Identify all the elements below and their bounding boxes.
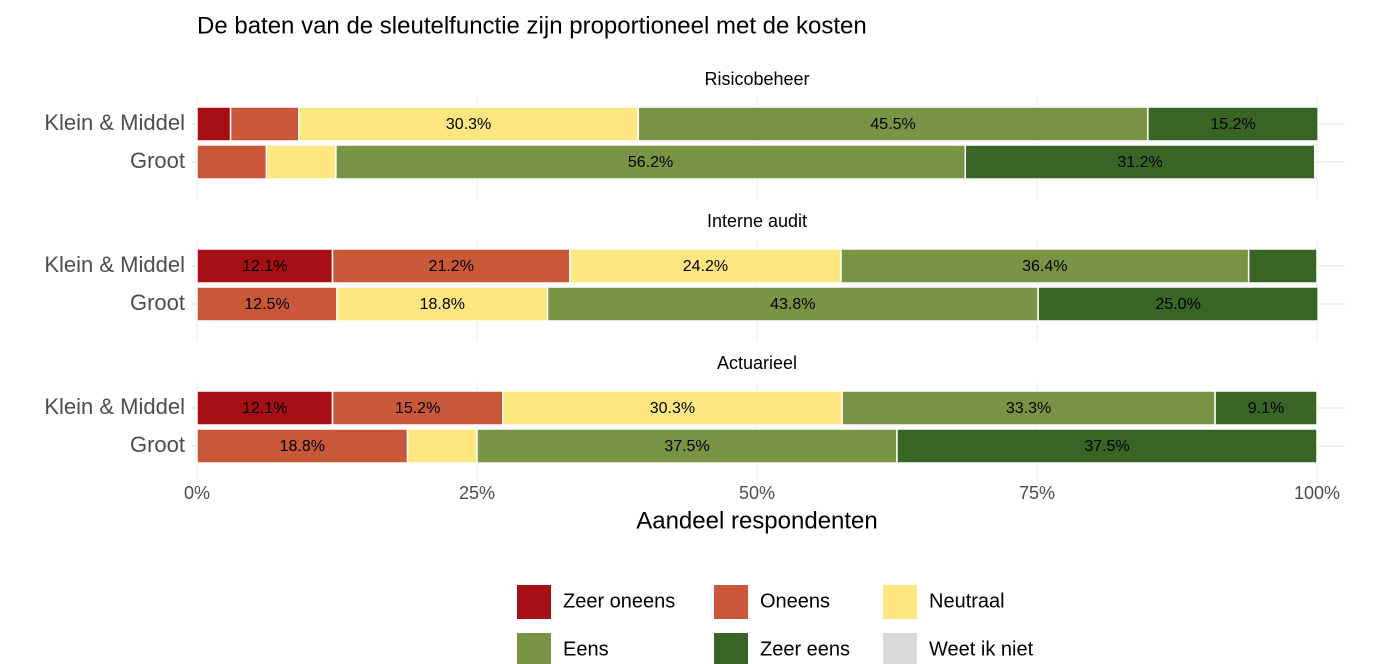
legend-label: Oneens [760,590,830,612]
y-tick-label: Groot [130,432,185,457]
value-label: 45.5% [870,116,915,133]
bar-segment [406,428,478,464]
value-label: 31.2% [1117,154,1162,171]
value-label: 37.5% [1084,438,1129,455]
bar-segment [841,390,1216,426]
bar-segment [964,144,1316,180]
chart-title: De baten van de sleutelfunctie zijn prop… [197,12,867,39]
bar-segment [476,428,898,464]
value-label: 30.3% [446,116,491,133]
bar-segment [196,428,409,464]
legend-swatch [883,633,917,664]
legend-swatch [714,633,748,664]
value-label: 56.2% [628,154,673,171]
bar-segment [1147,106,1319,142]
x-axis-label: Aandeel respondenten [636,507,878,534]
value-label: 21.2% [429,258,474,275]
bar-segment [840,248,1250,284]
value-label: 25.0% [1155,296,1200,313]
bar-segment [196,106,232,142]
value-label: 33.3% [1006,400,1051,417]
legend-label: Eens [563,638,609,660]
legend-swatch [517,585,551,619]
value-label: 9.1% [1248,400,1284,417]
facet-title: Risicobeheer [704,69,809,89]
bar-segment [546,286,1039,322]
bar-segment [265,144,337,180]
legend-label: Neutraal [929,590,1005,612]
value-label: 18.8% [280,438,325,455]
bar-segment [196,390,334,426]
legend-swatch [714,585,748,619]
bar-segment [229,106,300,142]
value-label: 37.5% [664,438,709,455]
value-label: 12.1% [242,258,287,275]
legend-label: Zeer oneens [563,590,675,612]
x-tick-label: 25% [459,483,495,503]
x-tick-label: 100% [1294,483,1340,503]
value-label: 15.2% [1210,116,1255,133]
bar-segment [502,390,843,426]
y-tick-label: Klein & Middel [44,110,185,135]
bar-segment [331,248,571,284]
facet-title: Actuarieel [717,353,797,373]
bar-segment [336,286,549,322]
value-label: 43.8% [770,296,815,313]
facet-title: Interne audit [707,211,807,231]
bar-segment [196,144,268,180]
bar-segment [1214,390,1318,426]
y-tick-label: Klein & Middel [44,252,185,277]
bar-segment [298,106,640,142]
x-tick-label: 0% [184,483,210,503]
value-label: 12.5% [244,296,289,313]
bar-segment [1037,286,1319,322]
value-label: 30.3% [650,400,695,417]
legend-label: Zeer eens [760,638,850,660]
x-tick-label: 75% [1019,483,1055,503]
bar-segment [335,144,967,180]
bar-segment [896,428,1318,464]
y-tick-label: Groot [130,148,185,173]
value-label: 12.1% [242,400,287,417]
legend-swatch [883,585,917,619]
bar-segment [1247,248,1318,284]
value-label: 15.2% [395,400,440,417]
value-label: 24.2% [683,258,728,275]
value-label: 18.8% [420,296,465,313]
legend-label: Weet ik niet [929,638,1034,660]
y-tick-label: Groot [130,290,185,315]
x-tick-label: 50% [739,483,775,503]
bar-segment [196,248,334,284]
legend-swatch [517,633,551,664]
value-label: 36.4% [1022,258,1067,275]
bar-segment [196,286,338,322]
y-tick-label: Klein & Middel [44,394,185,419]
